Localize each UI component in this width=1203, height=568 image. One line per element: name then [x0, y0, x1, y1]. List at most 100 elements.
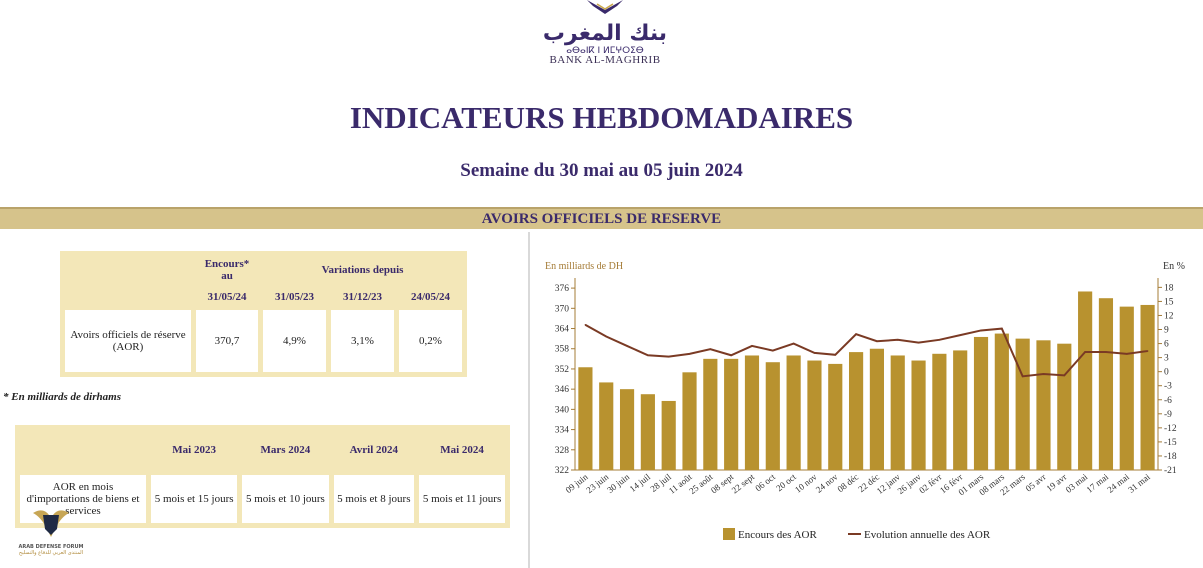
line-point: [647, 354, 649, 357]
section-band: AVOIRS OFFICIELS DE RESERVE: [0, 207, 1203, 229]
line-point: [1063, 374, 1066, 377]
variation-date: 31/12/23: [331, 289, 394, 305]
x-tick-label: 02 févr: [917, 472, 943, 496]
bar: [765, 362, 780, 470]
line-point: [709, 348, 712, 350]
x-tick-label: 03 mai: [1064, 471, 1090, 494]
legend-swatch-bar: [723, 528, 735, 540]
line-point: [626, 345, 628, 347]
series-line: [584, 323, 1148, 378]
bar: [640, 394, 655, 470]
corner-cell: [65, 256, 191, 305]
right-tick-label: 3: [1164, 354, 1169, 364]
x-tick-label: 25 août: [687, 471, 715, 496]
x-tick-label: 23 juin: [584, 471, 610, 495]
line-point: [667, 355, 670, 358]
line-point: [917, 341, 920, 344]
period-header: Avril 2024: [333, 430, 415, 470]
months-value: 5 mois et 10 jours: [242, 475, 329, 523]
left-tick-label: 346: [555, 385, 570, 395]
variation-value: 0,2%: [399, 310, 462, 372]
bar: [619, 389, 635, 470]
shield-wings-icon: [33, 510, 69, 537]
variation-date: 31/05/23: [263, 289, 326, 305]
bank-name: BANK AL-MAGHRIB: [549, 54, 661, 66]
x-tick-label: 05 avr: [1024, 472, 1048, 494]
bar: [599, 382, 614, 470]
units-note: * En milliards de dirhams: [3, 391, 121, 403]
right-tick-label: 9: [1164, 326, 1169, 336]
line-point: [1105, 351, 1107, 353]
right-tick-label: 6: [1164, 340, 1169, 350]
x-tick-label: 08 sept: [709, 471, 736, 495]
legend-label: Encours des AOR: [738, 529, 817, 541]
right-tick-label: -6: [1164, 396, 1172, 406]
x-tick-label: 14 juil: [628, 471, 653, 494]
x-tick-label: 10 nov: [793, 471, 819, 494]
x-tick-label: 24 nov: [814, 471, 840, 494]
crown-emblem-icon: [587, 0, 623, 14]
left-tick-label: 352: [555, 365, 570, 375]
period-header: Mai 2024: [419, 430, 505, 470]
logo-tifinagh-text: ⴰⴱⴰⵏⴽ ⵏ ⵍⵎⵖⵔⵉⴱ: [566, 46, 644, 56]
x-tick-label: 30 juin: [605, 471, 631, 495]
line-point: [1042, 373, 1045, 375]
bar: [682, 372, 697, 470]
line-point: [813, 352, 816, 354]
line-point: [605, 335, 608, 338]
variation-value: 4,9%: [263, 310, 326, 372]
bar: [1140, 304, 1155, 470]
right-tick-label: -12: [1164, 424, 1177, 434]
left-tick-label: 376: [555, 284, 570, 294]
watermark-arabic: المنتدى العربي للدفاع والتسليح: [18, 550, 84, 556]
page-subtitle: Semaine du 30 mai au 05 juin 2024: [460, 160, 743, 181]
period-header: Mai 2023: [151, 430, 238, 470]
bar: [869, 348, 884, 470]
reserves-table: Encours* au Variations depuis 31/05/24 3…: [60, 251, 467, 377]
vertical-divider: [528, 232, 530, 568]
variation-value: 3,1%: [331, 310, 394, 372]
row-label: Avoirs officiels de réserve (AOR): [65, 310, 191, 372]
left-tick-label: 358: [555, 345, 570, 355]
line-point: [751, 345, 753, 347]
x-tick-label: 31 mai: [1126, 471, 1152, 494]
line-point: [876, 340, 878, 343]
months-value: 5 mois et 15 jours: [151, 475, 238, 523]
right-tick-label: -15: [1164, 438, 1177, 448]
encours-header: Encours* au: [196, 256, 258, 284]
right-tick-label: -21: [1164, 466, 1177, 476]
line-point: [1146, 350, 1149, 352]
right-tick-label: 0: [1164, 368, 1169, 378]
right-axis-label: En %: [1163, 261, 1185, 272]
right-tick-label: 15: [1164, 297, 1174, 307]
bar: [953, 350, 968, 470]
left-tick-label: 334: [555, 426, 570, 436]
left-tick-label: 340: [555, 405, 570, 415]
bar: [849, 352, 864, 470]
line-point: [896, 339, 899, 341]
x-tick-label: 06 oct: [753, 471, 777, 493]
bar: [911, 360, 926, 470]
line-point: [688, 353, 691, 355]
left-axis-label: En milliards de DH: [545, 261, 623, 272]
right-tick-label: -9: [1164, 410, 1172, 420]
x-tick-label: 19 avr: [1044, 472, 1068, 494]
variations-header: Variations depuis: [263, 256, 462, 284]
line-point: [980, 329, 982, 332]
line-point: [772, 349, 774, 352]
legend-label: Evolution annuelle des AOR: [864, 529, 991, 541]
bank-logo: بنك المغرب ⴰⴱⴰⵏⴽ ⵏ ⵍⵎⵖⵔⵉⴱ BANK AL-MAGHRI…: [505, 0, 705, 72]
line-point: [1021, 375, 1024, 378]
bar: [807, 360, 822, 470]
bar: [786, 355, 801, 470]
bar: [578, 367, 593, 470]
bar: [994, 333, 1009, 470]
right-tick-label: 12: [1164, 311, 1174, 321]
line-point: [834, 354, 837, 356]
encours-value: 370,7: [196, 310, 258, 372]
reserves-chart: En milliards de DH En % 322 328 334 340 346 352…: [545, 261, 1185, 541]
bar: [828, 363, 843, 470]
period-header: Mars 2024: [242, 430, 329, 470]
line-point: [1125, 353, 1128, 355]
x-tick-label: 08 déc: [835, 472, 860, 495]
